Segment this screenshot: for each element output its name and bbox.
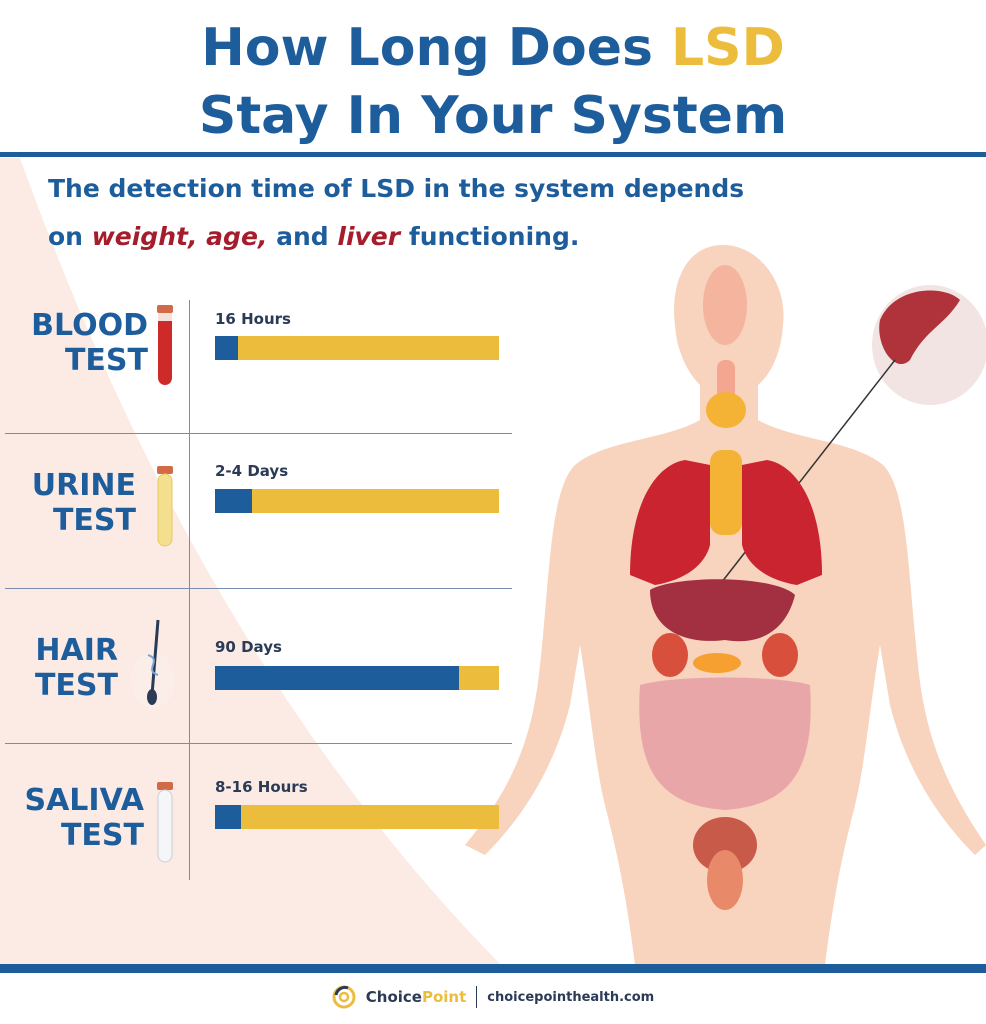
hair-follicle-icon bbox=[131, 619, 175, 708]
detection-bar bbox=[215, 336, 499, 360]
detection-bar-fill bbox=[215, 666, 460, 690]
test-label: URINE TEST bbox=[31, 468, 136, 538]
row-divider bbox=[5, 588, 512, 589]
footer-separator bbox=[476, 986, 478, 1008]
detection-time: 8-16 Hours bbox=[215, 778, 308, 796]
detection-time: 16 Hours bbox=[215, 310, 291, 328]
test-label: HAIR TEST bbox=[34, 633, 118, 703]
saliva-tube-icon bbox=[157, 782, 173, 863]
test-label: BLOOD TEST bbox=[31, 308, 148, 378]
background-shape bbox=[0, 158, 500, 964]
brand-name: ChoicePoint bbox=[365, 988, 467, 1006]
header-rule bbox=[0, 152, 986, 157]
choicepoint-logo-icon bbox=[332, 985, 356, 1009]
urine-tube-icon bbox=[157, 466, 173, 547]
detection-bar-fill bbox=[215, 489, 252, 513]
subtitle-line-2: on weight, age, and liver functioning. bbox=[48, 222, 580, 251]
detection-time: 90 Days bbox=[215, 638, 282, 656]
footer-rule bbox=[0, 964, 986, 973]
detection-bar bbox=[215, 489, 499, 513]
human-body-illustration bbox=[465, 245, 986, 965]
detection-bar-fill bbox=[215, 336, 238, 360]
title-line-1: How Long Does LSD bbox=[201, 18, 785, 78]
subtitle-line-1: The detection time of LSD in the system … bbox=[48, 174, 745, 203]
row-divider bbox=[5, 743, 512, 744]
test-label: SALIVA TEST bbox=[24, 783, 144, 853]
detection-bar bbox=[215, 805, 499, 829]
footer: ChoicePoint choicepointhealth.com bbox=[0, 985, 986, 1009]
detection-bar-fill bbox=[215, 805, 241, 829]
column-divider bbox=[189, 300, 190, 880]
website-url[interactable]: choicepointhealth.com bbox=[487, 989, 655, 1005]
blood-tube-icon bbox=[157, 305, 173, 385]
detection-bar bbox=[215, 666, 499, 690]
detection-time: 2-4 Days bbox=[215, 462, 289, 480]
row-divider bbox=[5, 433, 512, 434]
title-line-2: Stay In Your System bbox=[198, 86, 788, 146]
